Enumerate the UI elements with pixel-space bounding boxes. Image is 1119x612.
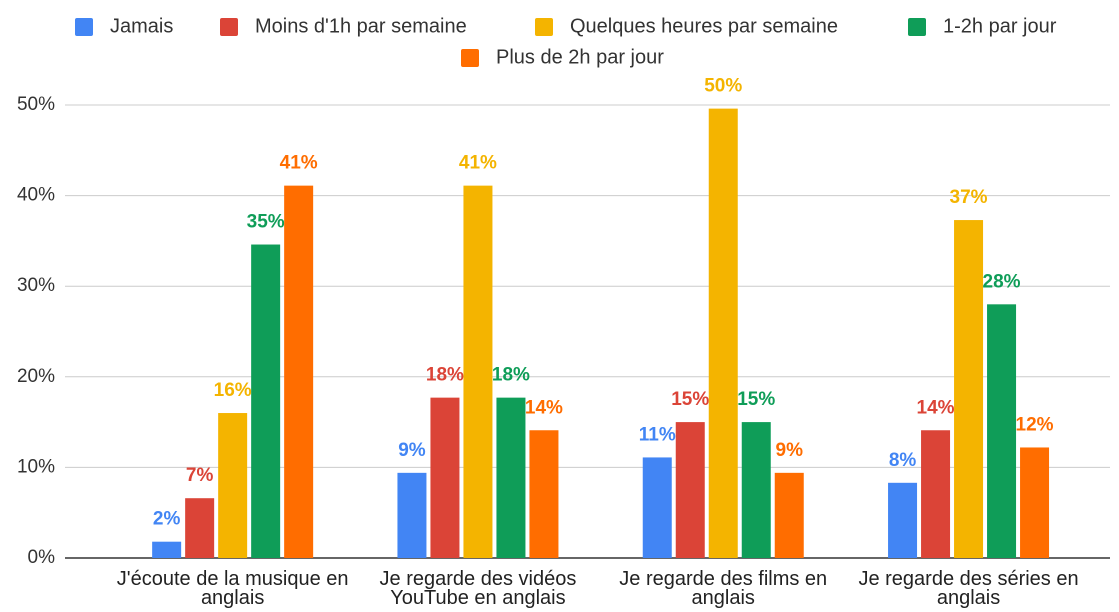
bar [708,108,738,559]
y-tick-label: 50% [17,94,55,115]
legend-swatch [220,18,238,36]
y-tick-label: 30% [17,275,55,296]
x-tick-label: Je regarde des films en anglais [619,568,828,609]
data-label: 16% [214,380,252,401]
data-label: 18% [492,365,530,386]
bar [675,422,705,558]
legend-swatch [908,18,926,36]
data-label: 11% [639,424,676,445]
bar [152,541,182,558]
legend-label: Quelques heures par semaine [570,15,838,37]
bar [284,185,314,558]
data-label: 37% [950,187,988,208]
bar [888,482,918,558]
legend-swatch [535,18,553,36]
data-label: 12% [1016,414,1054,435]
data-label: 28% [983,271,1021,292]
data-label: 7% [186,465,214,486]
y-tick-label: 40% [17,185,55,206]
bar [463,185,493,558]
bar [642,457,672,558]
legend-label: 1-2h par jour [943,15,1057,37]
x-tick-label: J'écoute de la musique en anglais [116,568,349,609]
y-tick-label: 10% [17,456,55,477]
data-label: 9% [776,440,804,461]
y-tick-label: 20% [17,366,55,387]
legend-swatch [75,18,93,36]
data-label: 15% [737,389,775,410]
bar [921,430,951,558]
data-label: 2% [153,509,181,530]
data-label: 8% [889,450,917,471]
data-label: 41% [280,153,318,174]
data-label: 9% [398,440,426,461]
bar [218,413,248,558]
bar [741,422,771,558]
legend-label: Moins d'1h par semaine [255,15,467,37]
legend-label: Plus de 2h par jour [496,46,664,68]
bar [496,397,526,558]
bar [529,430,559,558]
data-label: 14% [525,397,563,418]
data-label: 15% [671,389,709,410]
bar [954,220,984,558]
data-label: 14% [917,397,955,418]
x-tick-label: Je regarde des vidéos YouTube en anglais [379,568,577,609]
bar [1020,447,1050,558]
data-label: 50% [704,76,742,97]
data-label: 18% [426,365,464,386]
data-label: 35% [247,212,285,233]
legend-swatch [461,49,479,67]
bar [774,472,804,558]
y-tick-label: 0% [28,547,56,568]
bar [251,244,281,559]
x-tick-label: Je regarde des séries en anglais [858,568,1079,609]
bar [185,498,215,558]
bar [430,397,460,558]
bar [987,304,1017,558]
bar [397,472,427,558]
legend-label: Jamais [110,15,173,37]
data-label: 41% [459,153,497,174]
